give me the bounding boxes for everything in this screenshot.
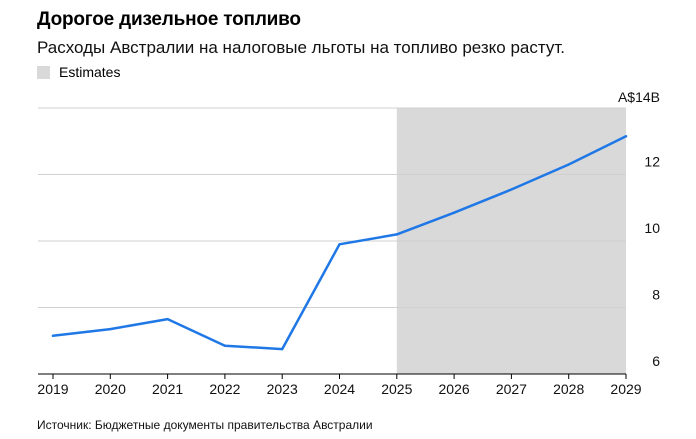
- x-tick-label-2028: 2028: [553, 381, 584, 397]
- data-point-2019: [51, 334, 55, 337]
- x-tick-label-2025: 2025: [381, 381, 412, 397]
- data-point-2029: [624, 135, 628, 138]
- data-point-2028: [567, 163, 570, 166]
- data-point-2021: [166, 317, 169, 321]
- data-point-2024: [338, 243, 341, 246]
- x-tick-label-2023: 2023: [267, 381, 298, 397]
- x-tick-label-2021: 2021: [152, 381, 183, 397]
- data-point-2025: [395, 233, 398, 236]
- data-point-2022: [223, 344, 227, 347]
- source-note: Источник: Бюджетные документы правительс…: [37, 418, 373, 432]
- x-tick-label-2027: 2027: [496, 381, 527, 397]
- legend-label-estimates: Estimates: [59, 64, 121, 80]
- y-tick-label-10: 10: [644, 220, 660, 236]
- x-tick-label-2022: 2022: [209, 381, 240, 397]
- data-point-2027: [510, 188, 513, 191]
- data-point-2023: [281, 347, 284, 351]
- data-point-2026: [452, 211, 456, 214]
- x-tick-label-2026: 2026: [439, 381, 470, 397]
- y-tick-label-14: A$14B: [618, 89, 660, 105]
- x-tick-label-2019: 2019: [37, 381, 68, 397]
- legend-swatch-estimates: [37, 65, 50, 79]
- y-tick-label-8: 8: [652, 287, 660, 303]
- chart-title: Дорогое дизельное топливо: [37, 9, 301, 30]
- data-point-2020: [109, 327, 112, 331]
- chart-subtitle: Расходы Австралии на налоговые льготы на…: [37, 38, 565, 57]
- y-tick-label-6: 6: [652, 353, 660, 369]
- x-tick-label-2029: 2029: [610, 381, 641, 397]
- x-tick-label-2024: 2024: [324, 381, 355, 397]
- x-tick-label-2020: 2020: [95, 381, 126, 397]
- y-tick-label-12: 12: [644, 154, 660, 170]
- legend: Estimates: [37, 64, 120, 80]
